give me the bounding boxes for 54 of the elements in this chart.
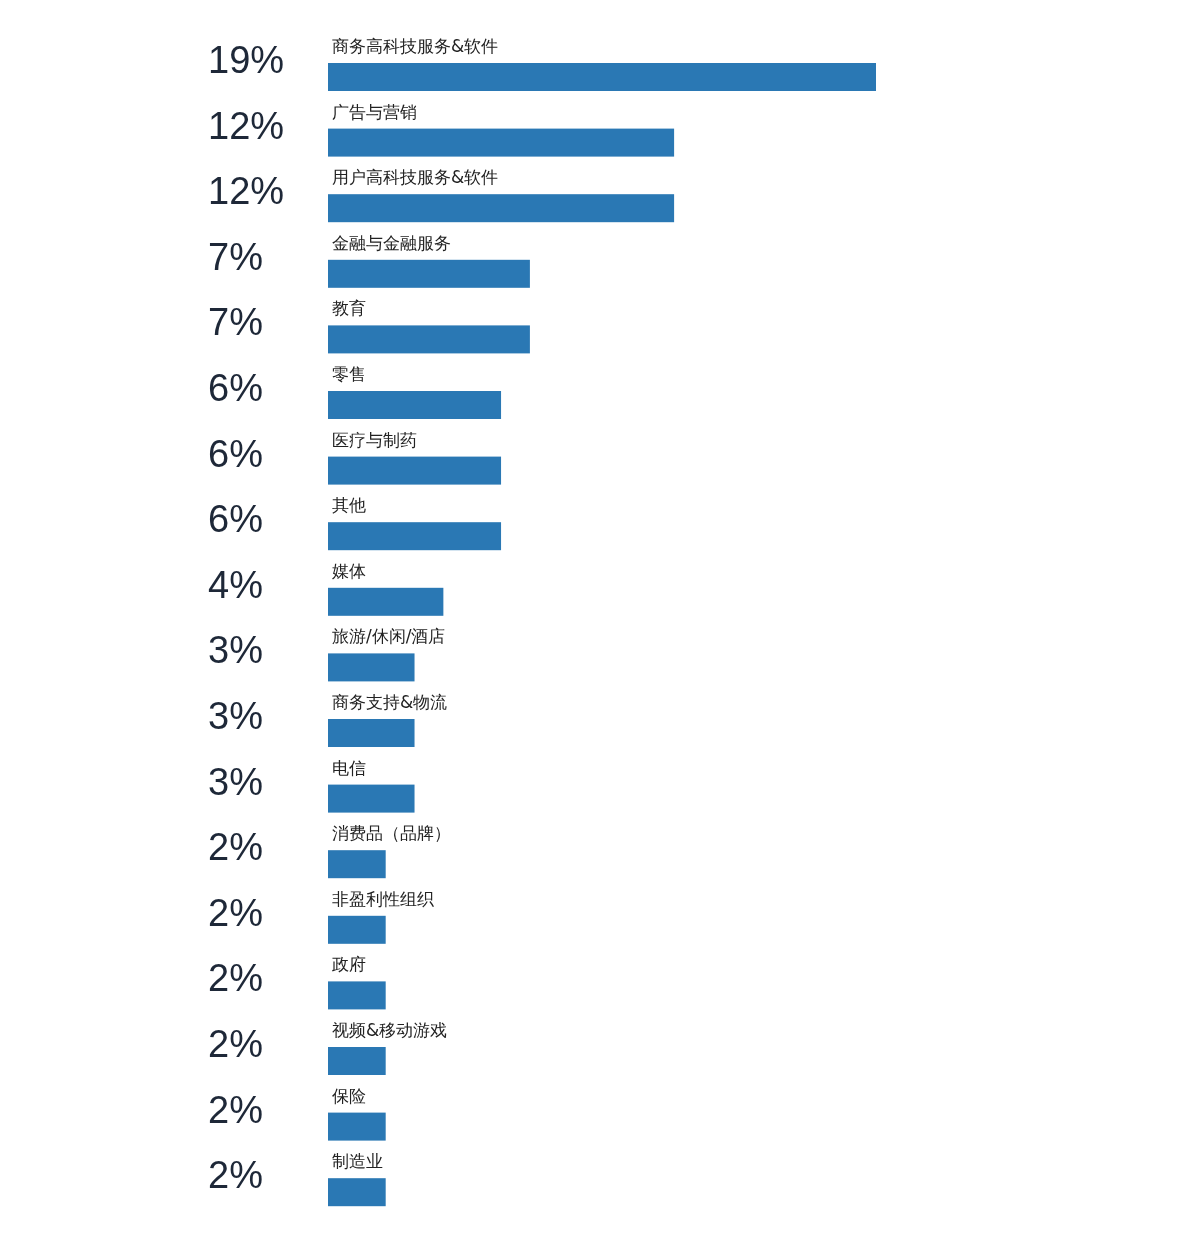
y-tick-label: 用户高科技服务&软件 bbox=[332, 167, 499, 188]
data-label: 3% bbox=[208, 695, 263, 737]
bar bbox=[328, 587, 444, 616]
y-tick-label: 广告与营销 bbox=[332, 101, 417, 122]
bar bbox=[328, 456, 502, 485]
data-label: 6% bbox=[208, 432, 263, 475]
bar bbox=[328, 259, 530, 288]
y-tick-label: 旅游/休闲/酒店 bbox=[332, 626, 446, 647]
data-label: 3% bbox=[208, 760, 263, 803]
data-label: 19% bbox=[208, 39, 285, 81]
data-label: 6% bbox=[208, 498, 263, 541]
bar bbox=[328, 653, 415, 682]
y-tick-label: 媒体 bbox=[332, 560, 366, 581]
y-tick-label: 制造业 bbox=[332, 1151, 383, 1172]
y-tick-label: 商务支持&物流 bbox=[332, 692, 448, 712]
data-label: 7% bbox=[208, 301, 263, 344]
data-label: 6% bbox=[208, 367, 263, 409]
bar bbox=[328, 719, 415, 747]
data-label: 3% bbox=[208, 629, 263, 672]
y-tick-label: 商务高科技服务&软件 bbox=[332, 36, 499, 56]
data-label: 2% bbox=[208, 1088, 263, 1131]
y-tick-label: 保险 bbox=[332, 1085, 366, 1106]
y-tick-label: 非盈利性组织 bbox=[332, 888, 434, 909]
y-tick-label: 视频&移动游戏 bbox=[332, 1020, 448, 1040]
data-label: 2% bbox=[208, 1023, 263, 1065]
bar bbox=[328, 784, 415, 813]
data-label: 7% bbox=[208, 235, 263, 278]
bar bbox=[328, 325, 530, 354]
bar bbox=[328, 1112, 386, 1141]
y-tick-label: 政府 bbox=[332, 954, 366, 975]
bar bbox=[328, 194, 675, 223]
y-tick-label: 其他 bbox=[332, 495, 366, 516]
bar bbox=[328, 850, 386, 879]
bar bbox=[328, 128, 675, 157]
y-tick-label: 电信 bbox=[332, 757, 366, 778]
bar bbox=[328, 391, 502, 419]
bar bbox=[328, 981, 386, 1010]
data-label: 12% bbox=[208, 104, 285, 147]
bar bbox=[328, 915, 386, 944]
y-tick-label: 消费品（品牌） bbox=[332, 823, 451, 844]
data-label: 2% bbox=[208, 891, 263, 934]
data-label: 2% bbox=[208, 826, 263, 869]
bar bbox=[328, 63, 876, 91]
bar bbox=[328, 1047, 386, 1075]
data-label: 4% bbox=[208, 563, 263, 606]
data-label: 12% bbox=[208, 170, 285, 213]
y-tick-label: 金融与金融服务 bbox=[332, 232, 451, 253]
y-tick-label: 教育 bbox=[332, 298, 366, 319]
data-label: 2% bbox=[208, 1154, 263, 1197]
y-tick-label: 医疗与制药 bbox=[332, 429, 417, 450]
bar bbox=[328, 522, 502, 551]
data-label: 2% bbox=[208, 957, 263, 1000]
bar bbox=[328, 1178, 386, 1207]
y-tick-label: 零售 bbox=[332, 364, 366, 384]
